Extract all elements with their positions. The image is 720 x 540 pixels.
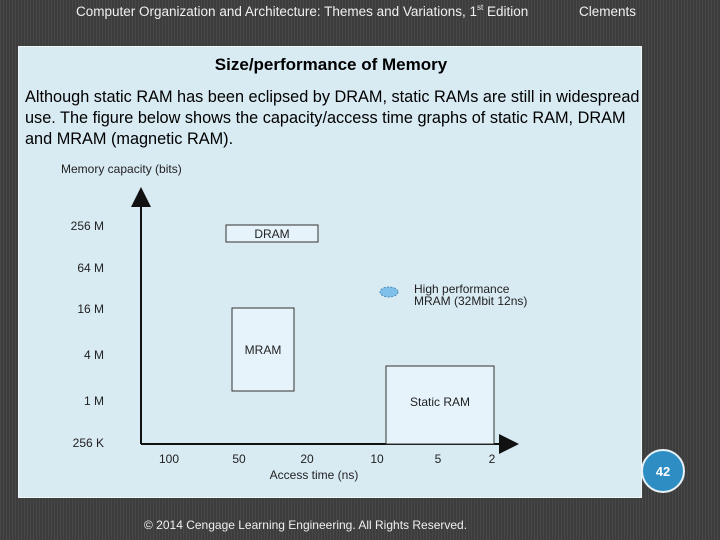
point-label: MRAM (32Mbit 12ns) xyxy=(414,294,527,308)
dram-label: DRAM xyxy=(254,227,289,241)
mram-region xyxy=(231,307,295,392)
x-tick-label: 50 xyxy=(232,452,246,466)
static-ram-region xyxy=(385,365,495,445)
x-tick-label: 10 xyxy=(370,452,384,466)
copyright-footer: © 2014 Cengage Learning Engineering. All… xyxy=(144,518,468,532)
y-tick-label: 256 M xyxy=(71,219,104,233)
x-tick-label: 5 xyxy=(435,452,442,466)
y-tick-label: 1 M xyxy=(84,394,104,408)
slide-body-text: Although static RAM has been eclipsed by… xyxy=(25,88,640,148)
x-tick-label: 20 xyxy=(300,452,314,466)
mram-label: MRAM xyxy=(245,343,282,357)
y-tick-label: 256 K xyxy=(73,436,104,450)
mram-performance-point xyxy=(379,286,399,298)
point-label: High performance xyxy=(414,282,510,296)
static-ram-label: Static RAM xyxy=(410,395,470,409)
author-name: Clements xyxy=(579,4,637,19)
x-axis-label: Access time (ns) xyxy=(270,468,359,482)
dram-region xyxy=(225,224,319,243)
page-number-badge: 42 xyxy=(641,449,685,493)
x-tick-label: 100 xyxy=(159,452,179,466)
y-tick-label: 16 M xyxy=(77,302,104,316)
x-tick-label: 2 xyxy=(489,452,496,466)
slide-header: Computer Organization and Architecture: … xyxy=(0,3,720,22)
memory-chart: Memory capacity (bits) 256 M 64 M 16 M 4… xyxy=(61,162,527,482)
content-panel: Size/performance of Memory Although stat… xyxy=(18,46,642,498)
book-title: Computer Organization and Architecture: … xyxy=(76,3,529,19)
y-axis-label: Memory capacity (bits) xyxy=(61,162,182,176)
y-tick-label: 4 M xyxy=(84,348,104,362)
y-tick-label: 64 M xyxy=(77,261,104,275)
slide-title: Size/performance of Memory xyxy=(214,55,448,74)
